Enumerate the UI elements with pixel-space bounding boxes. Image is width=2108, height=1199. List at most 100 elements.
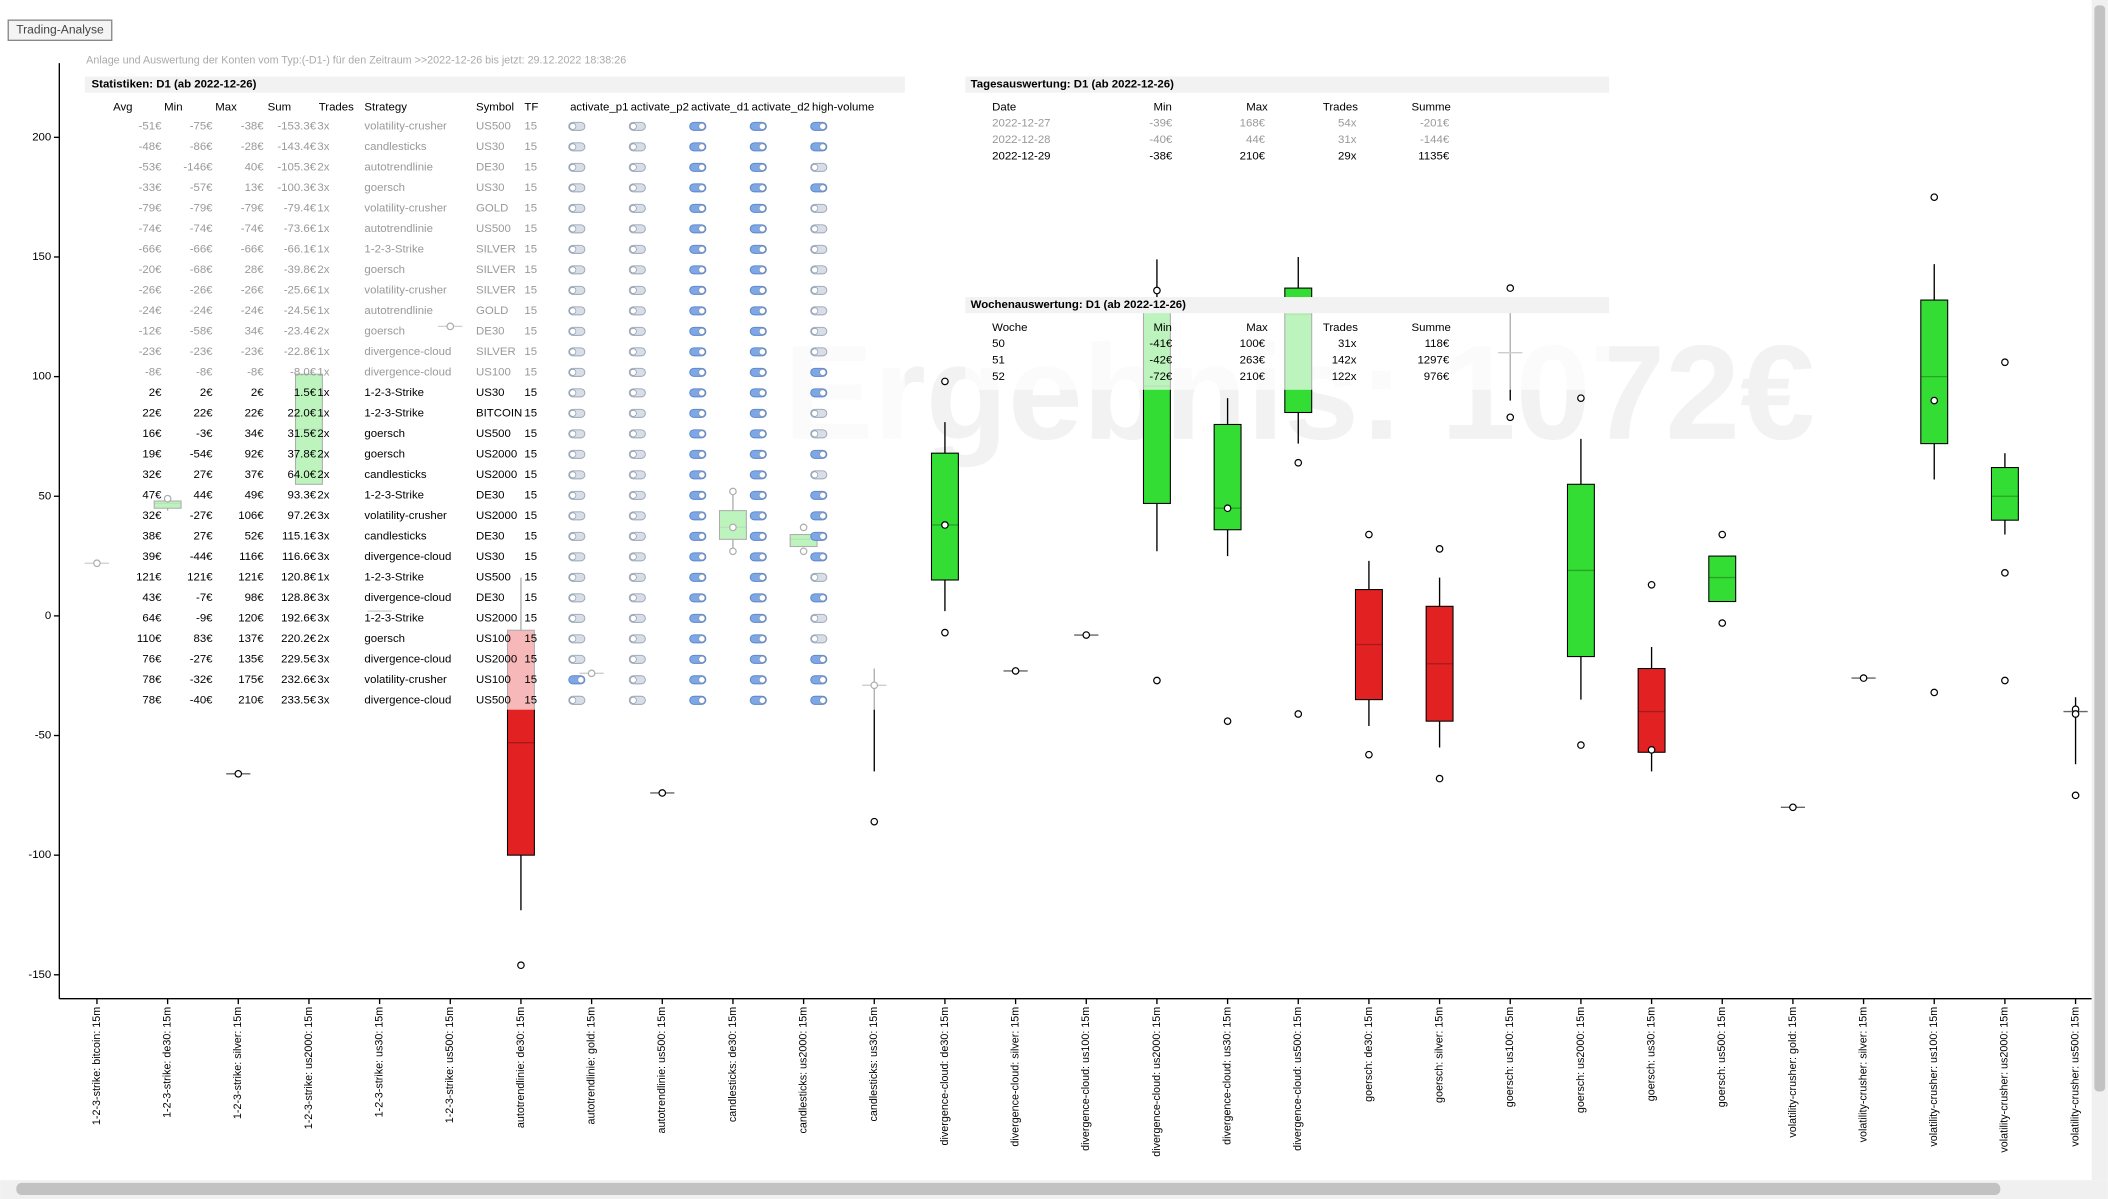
toggle-knob[interactable] [819,491,827,499]
toggle-knob[interactable] [629,266,637,274]
toggle-knob[interactable] [698,512,706,520]
button[interactable] [7,19,113,41]
toggle-knob[interactable] [811,348,819,356]
toggle-knob[interactable] [698,368,706,376]
toggle-knob[interactable] [698,614,706,622]
toggle-knob[interactable] [698,327,706,335]
toggle-knob[interactable] [629,573,637,581]
toggle-knob[interactable] [698,266,706,274]
toggle-knob[interactable] [698,286,706,294]
toggle-knob[interactable] [577,676,585,684]
toggle-knob[interactable] [569,409,577,417]
toggle-knob[interactable] [698,532,706,540]
toggle-knob[interactable] [698,553,706,561]
toggle-knob[interactable] [629,594,637,602]
toggle-knob[interactable] [629,471,637,479]
toggle-knob[interactable] [758,245,766,253]
toggle-knob[interactable] [758,512,766,520]
toggle-knob[interactable] [569,450,577,458]
h-scroll-thumb[interactable] [16,1182,2001,1195]
toggle-knob[interactable] [758,368,766,376]
toggle-knob[interactable] [811,245,819,253]
toggle-knob[interactable] [811,204,819,212]
toggle-knob[interactable] [569,143,577,151]
toggle-knob[interactable] [698,122,706,130]
toggle-knob[interactable] [811,614,819,622]
toggle-knob[interactable] [698,307,706,315]
toggle-knob[interactable] [819,676,827,684]
toggle-knob[interactable] [758,327,766,335]
toggle-knob[interactable] [819,122,827,130]
toggle-knob[interactable] [569,286,577,294]
toggle-knob[interactable] [819,532,827,540]
v-scroll-thumb[interactable] [2094,5,2106,1092]
toggle-knob[interactable] [819,594,827,602]
toggle-knob[interactable] [819,184,827,192]
toggle-knob[interactable] [758,430,766,438]
toggle-knob[interactable] [629,204,637,212]
toggle-knob[interactable] [698,245,706,253]
toggle-knob[interactable] [758,184,766,192]
toggle-knob[interactable] [569,204,577,212]
toggle-knob[interactable] [758,163,766,171]
toggle-knob[interactable] [811,573,819,581]
toggle-knob[interactable] [569,389,577,397]
toggle-knob[interactable] [569,163,577,171]
toggle-knob[interactable] [698,635,706,643]
toggle-knob[interactable] [569,122,577,130]
toggle-knob[interactable] [758,655,766,663]
toggle-knob[interactable] [629,532,637,540]
toggle-knob[interactable] [629,143,637,151]
toggle-knob[interactable] [629,512,637,520]
toggle-knob[interactable] [629,696,637,704]
toggle-knob[interactable] [569,635,577,643]
toggle-knob[interactable] [819,450,827,458]
toggle-knob[interactable] [629,430,637,438]
toggle-knob[interactable] [698,491,706,499]
toggle-knob[interactable] [569,512,577,520]
toggle-knob[interactable] [698,573,706,581]
toggle-knob[interactable] [698,204,706,212]
button-label[interactable]: Trading-Analyse [16,22,104,36]
toggle-knob[interactable] [629,553,637,561]
toggle-knob[interactable] [758,450,766,458]
toggle-knob[interactable] [629,163,637,171]
toggle-knob[interactable] [698,389,706,397]
toggle-knob[interactable] [811,307,819,315]
toggle-knob[interactable] [569,430,577,438]
toggle-knob[interactable] [819,368,827,376]
toggle-knob[interactable] [569,532,577,540]
toggle-knob[interactable] [758,553,766,561]
toggle-knob[interactable] [629,286,637,294]
toggle-knob[interactable] [698,471,706,479]
toggle-knob[interactable] [569,614,577,622]
toggle-knob[interactable] [569,573,577,581]
toggle-knob[interactable] [811,286,819,294]
toggle-knob[interactable] [758,122,766,130]
toggle-knob[interactable] [758,286,766,294]
toggle-knob[interactable] [629,409,637,417]
toggle-knob[interactable] [758,676,766,684]
toggle-knob[interactable] [629,491,637,499]
toggle-knob[interactable] [629,450,637,458]
toggle-knob[interactable] [758,614,766,622]
toggle-knob[interactable] [629,327,637,335]
toggle-knob[interactable] [629,635,637,643]
toggle-knob[interactable] [629,225,637,233]
toggle-knob[interactable] [569,348,577,356]
toggle-knob[interactable] [758,471,766,479]
toggle-knob[interactable] [819,553,827,561]
toggle-knob[interactable] [819,512,827,520]
toggle-knob[interactable] [569,266,577,274]
toggle-knob[interactable] [758,266,766,274]
toggle-knob[interactable] [819,655,827,663]
toggle-knob[interactable] [569,368,577,376]
toggle-knob[interactable] [758,594,766,602]
toggle-knob[interactable] [811,225,819,233]
toggle-knob[interactable] [698,163,706,171]
toggle-knob[interactable] [698,450,706,458]
toggle-knob[interactable] [819,696,827,704]
toggle-knob[interactable] [569,327,577,335]
toggle-knob[interactable] [569,655,577,663]
toggle-knob[interactable] [629,245,637,253]
